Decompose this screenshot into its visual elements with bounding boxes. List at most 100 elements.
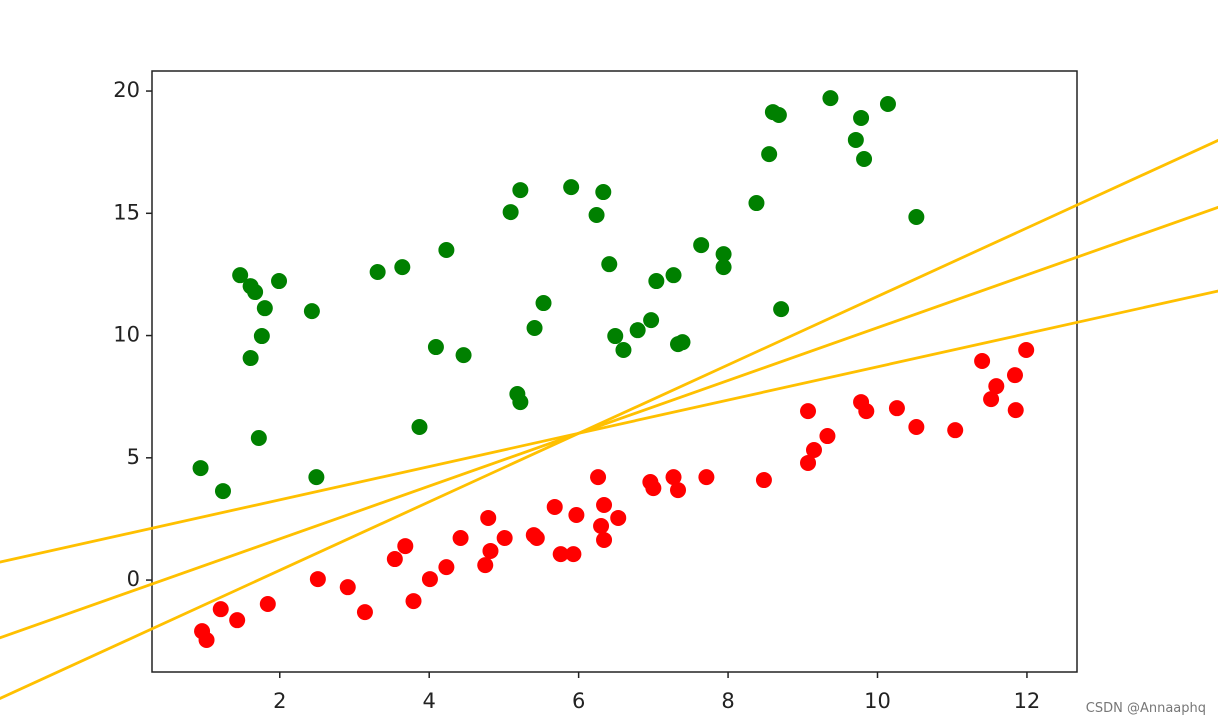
point <box>670 482 687 499</box>
point <box>232 267 249 284</box>
point <box>502 204 519 221</box>
point <box>596 497 613 514</box>
point <box>715 246 732 263</box>
point <box>212 601 229 618</box>
point <box>596 531 613 548</box>
point <box>822 90 839 107</box>
point <box>438 241 455 258</box>
point <box>563 179 580 196</box>
point <box>455 347 472 364</box>
line <box>0 138 1218 700</box>
point <box>629 322 646 339</box>
point <box>908 208 925 225</box>
point <box>229 612 246 629</box>
point <box>256 300 273 317</box>
point <box>805 441 822 458</box>
point <box>214 483 231 500</box>
point <box>770 107 787 124</box>
point <box>800 403 817 420</box>
y-tick-label: 5 <box>127 445 140 469</box>
x-tick-label: 4 <box>423 689 436 713</box>
point <box>427 339 444 356</box>
point <box>819 428 836 445</box>
x-tick-label: 10 <box>864 689 891 713</box>
x-tick-label: 8 <box>721 689 734 713</box>
point <box>565 546 582 563</box>
point <box>247 284 264 301</box>
point <box>908 419 925 436</box>
point <box>715 259 732 276</box>
point <box>590 469 607 486</box>
point <box>615 341 632 358</box>
point <box>386 551 403 568</box>
point <box>983 391 1000 408</box>
point <box>356 604 373 621</box>
point <box>438 559 455 576</box>
point <box>369 263 386 280</box>
point <box>610 509 627 526</box>
point <box>452 530 469 547</box>
y-tick-label: 0 <box>127 567 140 591</box>
point <box>665 267 682 284</box>
point <box>755 472 772 489</box>
point <box>339 579 356 596</box>
point <box>480 509 497 526</box>
point <box>595 184 612 201</box>
line <box>0 205 1218 640</box>
point <box>665 469 682 486</box>
point <box>535 295 552 312</box>
point <box>405 593 422 610</box>
point <box>1006 367 1023 384</box>
point <box>1007 402 1024 419</box>
point <box>674 334 691 351</box>
point <box>250 430 267 447</box>
point <box>988 378 1005 395</box>
point <box>552 546 569 563</box>
point <box>309 571 326 588</box>
point <box>394 259 411 276</box>
point <box>496 530 513 547</box>
point <box>847 131 864 148</box>
point <box>546 498 563 515</box>
point <box>192 460 209 477</box>
point <box>645 480 662 497</box>
point <box>974 352 991 369</box>
point <box>888 400 905 417</box>
point <box>259 596 276 613</box>
x-tick-label: 6 <box>572 689 585 713</box>
point <box>528 530 545 547</box>
point <box>526 319 543 336</box>
point <box>588 207 605 224</box>
point <box>242 350 259 367</box>
point <box>568 507 585 524</box>
x-tick-label: 12 <box>1014 689 1041 713</box>
point <box>601 256 618 273</box>
point <box>947 422 964 439</box>
y-tick-label: 10 <box>113 323 140 347</box>
point <box>512 394 529 411</box>
y-tick-label: 15 <box>113 200 140 224</box>
point <box>879 96 896 113</box>
point <box>397 538 414 555</box>
point <box>693 237 710 254</box>
point <box>593 518 610 535</box>
point <box>198 631 215 648</box>
point <box>853 109 870 126</box>
point <box>800 454 817 471</box>
point <box>421 571 438 588</box>
point <box>748 195 765 212</box>
point <box>512 182 529 199</box>
point <box>698 469 715 486</box>
point <box>308 469 325 486</box>
point <box>253 328 270 345</box>
plot-frame <box>151 70 1078 673</box>
point <box>411 419 428 436</box>
point <box>607 328 624 345</box>
y-tick-label: 20 <box>113 78 140 102</box>
x-tick-label: 2 <box>273 689 286 713</box>
point <box>1018 341 1035 358</box>
point <box>643 312 660 329</box>
point <box>858 403 875 420</box>
